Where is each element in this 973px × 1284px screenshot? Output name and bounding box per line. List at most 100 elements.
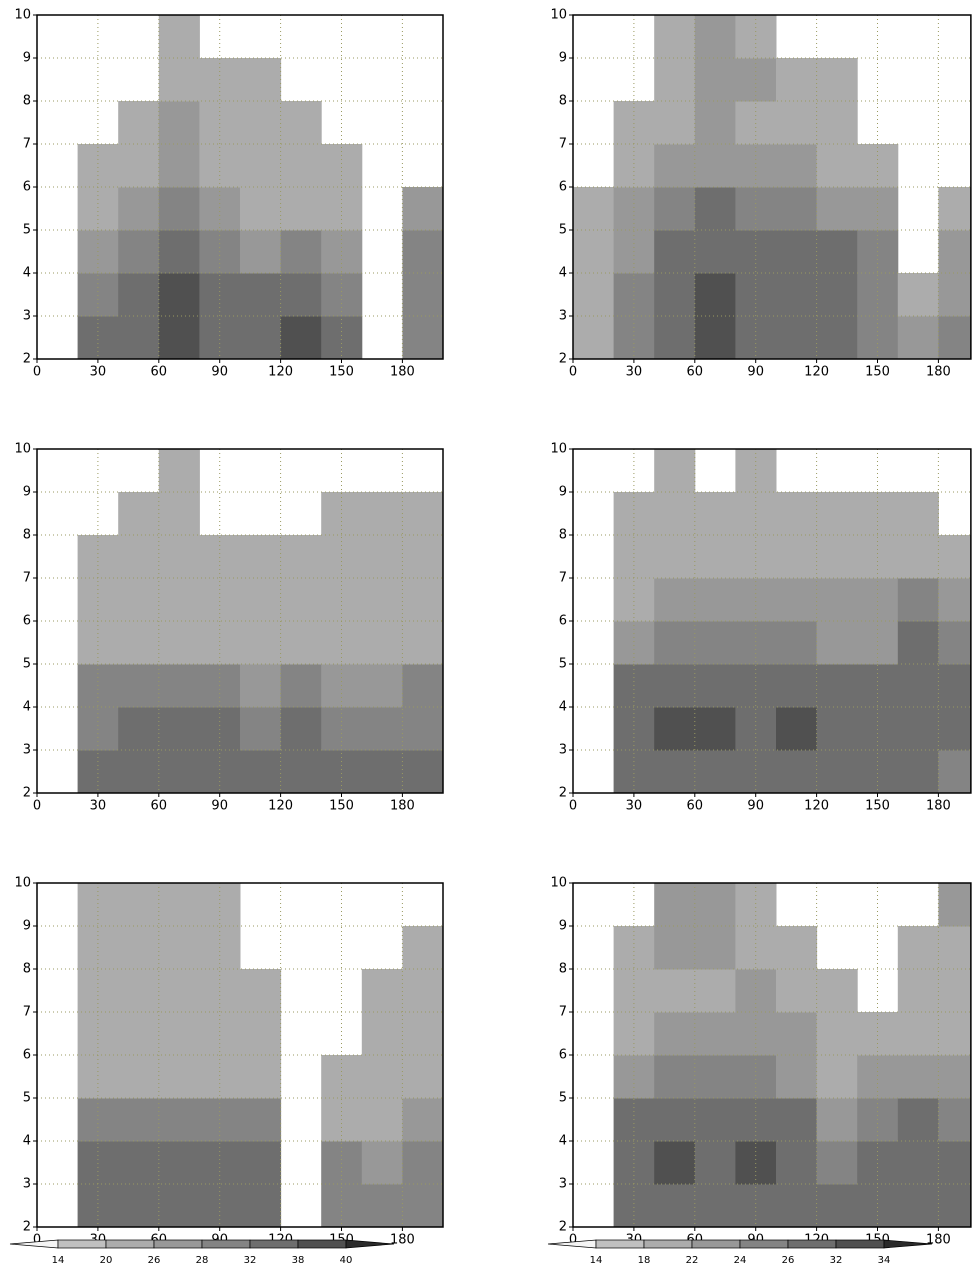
contour-cell [938, 621, 971, 665]
contour-cell [897, 707, 939, 751]
contour-cell [240, 316, 282, 359]
contour-cell [613, 1141, 655, 1185]
contour-cell [573, 230, 615, 274]
contour-cell [77, 316, 119, 359]
x-tick-label: 120 [268, 799, 293, 814]
contour-cell [77, 969, 119, 1013]
colorbar-box [595, 1239, 645, 1249]
contour-cell [321, 750, 363, 793]
contour-cell [857, 1184, 899, 1227]
contour-cell [897, 750, 939, 793]
colorbar-label: 40 [340, 1255, 353, 1266]
y-tick-label: 8 [23, 94, 31, 109]
contour-cell [158, 273, 200, 317]
x-tick-label: 60 [687, 365, 704, 380]
contour-cell [240, 1055, 282, 1099]
contour-cell [158, 1141, 200, 1185]
contour-cell [77, 707, 119, 751]
contour-cell [240, 535, 282, 579]
contour-cell [158, 926, 200, 970]
contour-cell [654, 273, 696, 317]
contour-cell [240, 1141, 282, 1185]
contour-cell [857, 1012, 899, 1056]
x-tick-label: 30 [90, 799, 107, 814]
contour-cell [654, 535, 696, 579]
contour-cell [938, 1055, 971, 1099]
contour-cell [158, 187, 200, 231]
contour-cell [816, 230, 858, 274]
contour-cell [613, 969, 655, 1013]
contour-cell [118, 230, 160, 274]
contour-cell [199, 969, 241, 1013]
contour-cell [361, 750, 403, 793]
contour-cell [118, 926, 160, 970]
contour-cell [938, 1012, 971, 1056]
y-tick-label: 6 [559, 180, 567, 195]
contour-cell [199, 535, 241, 579]
y-tick-label: 4 [559, 1134, 567, 1149]
y-tick-label: 5 [559, 1091, 567, 1106]
x-tick-label: 180 [390, 1233, 415, 1248]
colorbar-label: 32 [830, 1255, 843, 1266]
contour-cell [280, 144, 322, 188]
contour-cell [654, 578, 696, 622]
x-tick-label: 30 [90, 365, 107, 380]
contour-cell [158, 316, 200, 359]
contour-cell [694, 101, 736, 145]
contour-cell [77, 1184, 119, 1227]
x-tick-label: 30 [626, 365, 643, 380]
contour-cell [816, 273, 858, 317]
contour-cell [816, 969, 858, 1013]
contour-cell [613, 535, 655, 579]
contour-cell [240, 750, 282, 793]
contour-cell [321, 273, 363, 317]
y-tick-label: 8 [559, 962, 567, 977]
contour-cell [240, 144, 282, 188]
x-tick-label: 60 [687, 799, 704, 814]
x-tick-label: 180 [926, 799, 951, 814]
contour-cell [199, 144, 241, 188]
y-tick-label: 2 [23, 786, 31, 801]
contour-cell [118, 101, 160, 145]
contour-cell [654, 1098, 696, 1142]
x-tick-label: 180 [390, 365, 415, 380]
y-tick-label: 10 [550, 8, 567, 23]
contour-cell [280, 273, 322, 317]
contour-cell [694, 230, 736, 274]
contour-cell [321, 578, 363, 622]
y-tick-label: 4 [559, 700, 567, 715]
contour-cell [938, 316, 971, 359]
x-tick-label: 90 [747, 365, 764, 380]
contour-cell [118, 535, 160, 579]
contour-cell [402, 969, 443, 1013]
contour-cell [816, 492, 858, 536]
contour-cell [816, 1098, 858, 1142]
contour-cell [280, 664, 322, 708]
contour-field [613, 449, 971, 793]
contour-cell [857, 535, 899, 579]
contour-cell [361, 1141, 403, 1185]
colorbar-end [345, 1239, 395, 1249]
contour-cell [158, 535, 200, 579]
y-tick-label: 6 [23, 614, 31, 629]
contour-cell [735, 316, 777, 359]
colorbar-box [643, 1239, 693, 1249]
contour-cell [938, 1184, 971, 1227]
y-tick-label: 8 [559, 94, 567, 109]
x-tick-label: 30 [626, 799, 643, 814]
contour-cell [118, 1141, 160, 1185]
contour-cell [240, 1098, 282, 1142]
y-tick-label: 2 [23, 352, 31, 367]
contour-field [77, 449, 443, 793]
y-tick-label: 4 [559, 266, 567, 281]
x-tick-label: 180 [926, 365, 951, 380]
y-tick-label: 5 [23, 1091, 31, 1106]
contour-cell [613, 144, 655, 188]
contour-cell [158, 144, 200, 188]
contour-cell [897, 535, 939, 579]
contour-cell [776, 750, 818, 793]
y-tick-label: 10 [550, 876, 567, 891]
contour-cell [654, 1012, 696, 1056]
contour-cell [694, 15, 736, 59]
contour-cell [654, 449, 696, 493]
